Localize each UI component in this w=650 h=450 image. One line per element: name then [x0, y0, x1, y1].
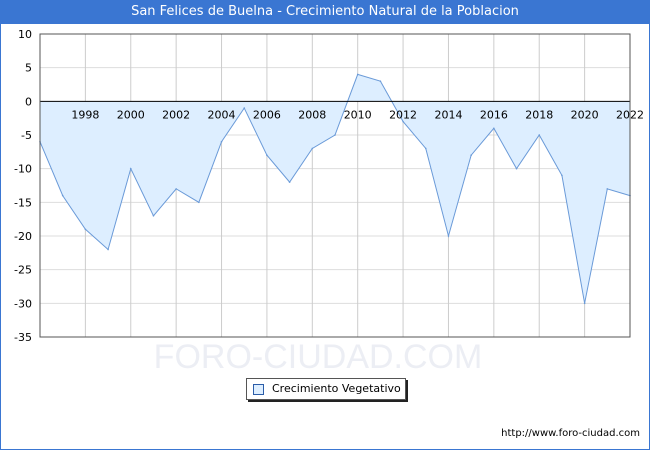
- data-point: [61, 194, 64, 197]
- data-point: [447, 235, 450, 237]
- data-point: [288, 181, 291, 183]
- plot-border: [39, 33, 631, 338]
- data-point: [266, 154, 268, 156]
- x-tick-label: 2002: [162, 108, 190, 121]
- grid: [40, 33, 631, 338]
- y-tick-label: 10: [18, 28, 32, 41]
- x-tick-label: 2018: [525, 108, 553, 121]
- y-tick-label: -15: [14, 196, 32, 209]
- data-point: [84, 228, 87, 231]
- legend: Crecimiento Vegetativo: [246, 378, 406, 400]
- source-credit: http://www.foro-ciudad.com: [501, 428, 640, 439]
- chart-title: San Felices de Buelna - Crecimiento Natu…: [0, 0, 650, 24]
- y-tick-label: -10: [14, 163, 32, 176]
- x-tick-label: 2012: [389, 108, 417, 121]
- legend-label: Crecimiento Vegetativo: [272, 382, 401, 395]
- y-tick-label: -25: [14, 264, 32, 277]
- data-point: [129, 167, 132, 170]
- x-tick-label: 2000: [117, 108, 145, 121]
- x-tick-label: 2008: [298, 108, 326, 121]
- y-tick-label: -20: [14, 230, 32, 243]
- x-tick-label: 2020: [571, 108, 599, 121]
- y-tick-labels: 10 5 0 -5 -10 -15 -20 -25 -30 -35: [14, 28, 32, 344]
- x-tick-label: 2004: [208, 108, 236, 121]
- y-tick-label: -35: [14, 331, 32, 344]
- data-point: [152, 215, 155, 217]
- data-point: [379, 80, 382, 82]
- data-point: [220, 140, 223, 143]
- watermark: FORO-CIUDAD.COM: [154, 338, 483, 376]
- y-tick-label: -30: [14, 297, 32, 310]
- x-tick-labels: 1998 2000 2002 2004 2006 2008 2010 2012 2014 2016…: [71, 108, 644, 121]
- data-point: [583, 302, 586, 305]
- data-point: [243, 107, 246, 109]
- data-point: [515, 167, 518, 170]
- x-tick-label: 1998: [71, 108, 99, 121]
- y-tick-label: -5: [21, 129, 32, 142]
- data-point: [175, 188, 177, 190]
- data-point: [356, 73, 359, 76]
- data-point: [424, 147, 427, 150]
- x-tick-label: 2016: [480, 108, 508, 121]
- y-tick-label: 0: [25, 95, 32, 108]
- series-fill: [40, 74, 630, 304]
- data-point: [402, 120, 404, 123]
- data-point: [561, 174, 563, 177]
- data-point: [538, 134, 541, 136]
- legend-swatch: [253, 383, 264, 395]
- series-area: [39, 73, 631, 305]
- x-tick-label: 2010: [344, 108, 372, 121]
- data-point: [311, 147, 314, 150]
- data-point: [493, 127, 495, 130]
- data-point: [107, 248, 109, 251]
- y-tick-label: 5: [25, 62, 32, 75]
- data-point: [470, 154, 472, 156]
- x-tick-label: 2006: [253, 108, 281, 121]
- x-tick-label: 2014: [434, 108, 462, 121]
- data-point: [198, 201, 200, 204]
- data-point: [334, 134, 336, 136]
- data-point: [606, 188, 609, 190]
